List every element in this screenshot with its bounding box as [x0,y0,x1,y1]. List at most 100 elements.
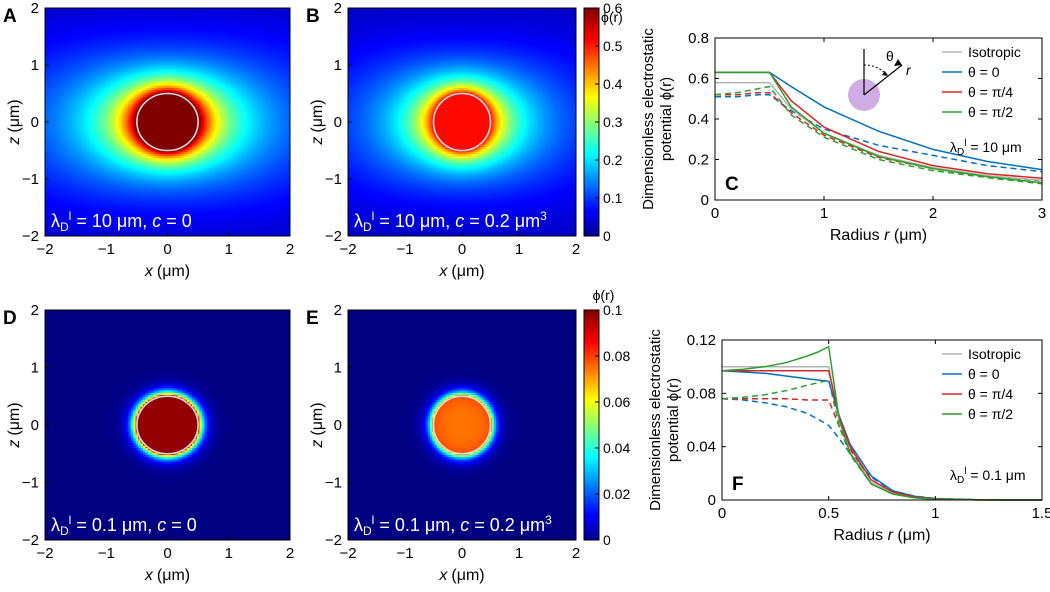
heatmap-cell [206,58,210,61]
heatmap-cell [89,8,92,11]
heatmap-cell [233,19,237,23]
heatmap-cell [79,90,83,93]
heatmap-cell [209,108,212,111]
heatmap-cell [211,110,215,114]
heatmap-cell [206,35,210,39]
heatmap-cell [223,87,227,91]
heatmap-cell [228,35,232,39]
heatmap-cell [236,103,239,107]
heatmap-cell [231,19,235,23]
heatmap-cell [125,94,129,98]
heatmap-cell [57,83,61,86]
heatmap-cell [226,14,230,18]
heatmap-cell [113,26,117,29]
heatmap-cell [241,90,244,93]
heatmap-cell [226,49,230,52]
heatmap-cell [89,30,92,34]
heatmap-cell [71,96,75,100]
heatmap-cell [236,90,239,93]
heatmap-cell [135,10,139,13]
heatmap-cell [147,92,151,96]
heatmap-cell [111,28,114,32]
heatmap-cell [241,23,244,27]
heatmap-cell [223,33,227,36]
heatmap-cell [209,117,212,121]
heatmap-cell [211,23,215,27]
heatmap-cell [71,58,75,61]
heatmap-cell [206,103,210,107]
heatmap-cell [267,49,271,52]
heatmap-cell [177,26,181,29]
heatmap-cell [162,94,166,98]
heatmap-cell [218,92,222,96]
heatmap-cell [260,67,264,70]
heatmap-cell [140,85,144,89]
heatmap-cell [106,30,110,34]
heatmap-cell [152,8,156,11]
heatmap-cell [152,28,156,32]
heatmap-cell [86,37,90,41]
heatmap-cell [216,28,220,32]
heatmap-cell [169,90,173,93]
heatmap-cell [74,65,78,68]
heatmap-cell [226,108,230,111]
heatmap-cell [192,99,195,102]
heatmap-cell [231,96,235,100]
heatmap-cell [253,51,257,54]
heatmap-cell [145,67,149,70]
heatmap-cell [174,17,178,20]
heatmap-cell [194,10,198,13]
heatmap-cell [272,58,276,61]
heatmap-cell [120,12,124,16]
heatmap-cell [145,119,149,123]
heatmap-cell [165,103,168,107]
heatmap-cell [86,96,90,100]
heatmap-cell [145,14,149,18]
heatmap-cell [157,37,161,41]
heatmap-cell [218,30,222,34]
heatmap-cell [174,108,178,111]
heatmap-cell [84,33,88,36]
heatmap-cell [143,8,146,11]
heatmap-cell [228,19,232,23]
heatmap-cell [216,42,220,45]
heatmap-cell [174,49,178,52]
heatmap-cell [280,53,284,57]
heatmap-cell [258,67,261,70]
heatmap-cell [260,71,264,75]
heatmap-cell [165,65,168,68]
heatmap-cell [280,96,284,100]
heatmap-cell [184,30,188,34]
heatmap-cell [211,21,215,25]
heatmap-cell [228,83,232,86]
heatmap-cell [174,112,178,116]
heatmap-cell [81,60,85,64]
heatmap-cell [152,33,156,36]
heatmap-cell [196,83,200,86]
heatmap-cell [194,55,198,59]
heatmap-cell [86,101,90,105]
heatmap-cell [133,78,137,82]
heatmap-cell [241,55,244,59]
heatmap-cell [255,44,259,48]
heatmap-cell [133,90,137,93]
heatmap-cell [231,8,235,11]
heatmap-cell [147,87,151,91]
heatmap-cell [218,85,222,89]
heatmap-cell [62,42,65,45]
heatmap-cell [174,110,178,114]
heatmap-cell [106,17,110,20]
heatmap-cell [101,46,105,50]
heatmap-cell [140,69,144,73]
heatmap-cell [270,23,274,27]
heatmap-cell [133,33,137,36]
heatmap-cell [223,74,227,77]
heatmap-cell [248,117,252,121]
heatmap-cell [150,106,154,109]
heatmap-cell [209,26,212,29]
heatmap-cell [253,115,257,118]
heatmap-cell [160,85,163,89]
heatmap-cell [174,51,178,54]
heatmap-cell [101,10,105,13]
heatmap-cell [231,103,235,107]
